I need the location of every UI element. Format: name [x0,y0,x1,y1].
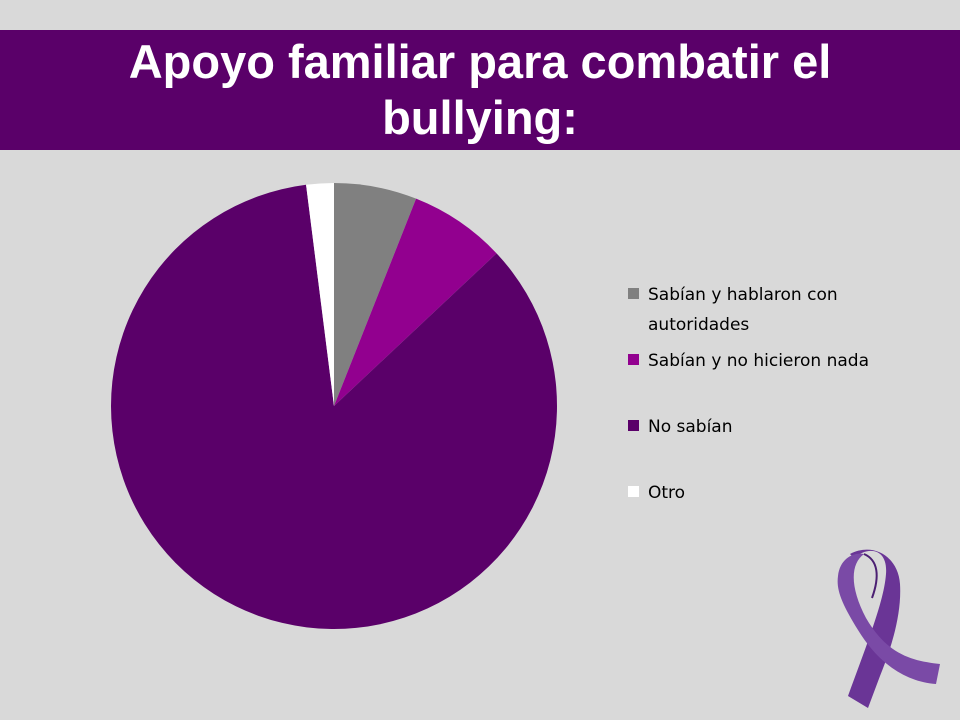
legend-label: Otro [648,483,686,503]
title-band: Apoyo familiar para combatir el bullying… [0,30,960,150]
legend-swatch [628,486,639,497]
legend-swatch [628,354,639,365]
legend-swatch [628,288,639,299]
legend-item: Sabían y hablaron con autoridades [628,280,918,340]
awareness-ribbon-icon [837,549,940,708]
legend-label: Sabían y no hicieron nada [648,351,869,371]
legend-item: Sabían y no hicieron nada [628,346,918,376]
pie-slice-4 [306,183,334,406]
legend-swatch [628,420,639,431]
legend-label: Sabían y hablaron con autoridades [648,285,838,335]
page-title: Apoyo familiar para combatir el bullying… [128,35,832,144]
legend-item: No sabían [628,412,918,442]
legend-label: No sabían [648,417,733,437]
pie-slice-2 [334,198,497,406]
legend-item: Otro [628,478,918,508]
pie-slice-1 [334,183,417,406]
pie-slice-3 [110,184,557,630]
